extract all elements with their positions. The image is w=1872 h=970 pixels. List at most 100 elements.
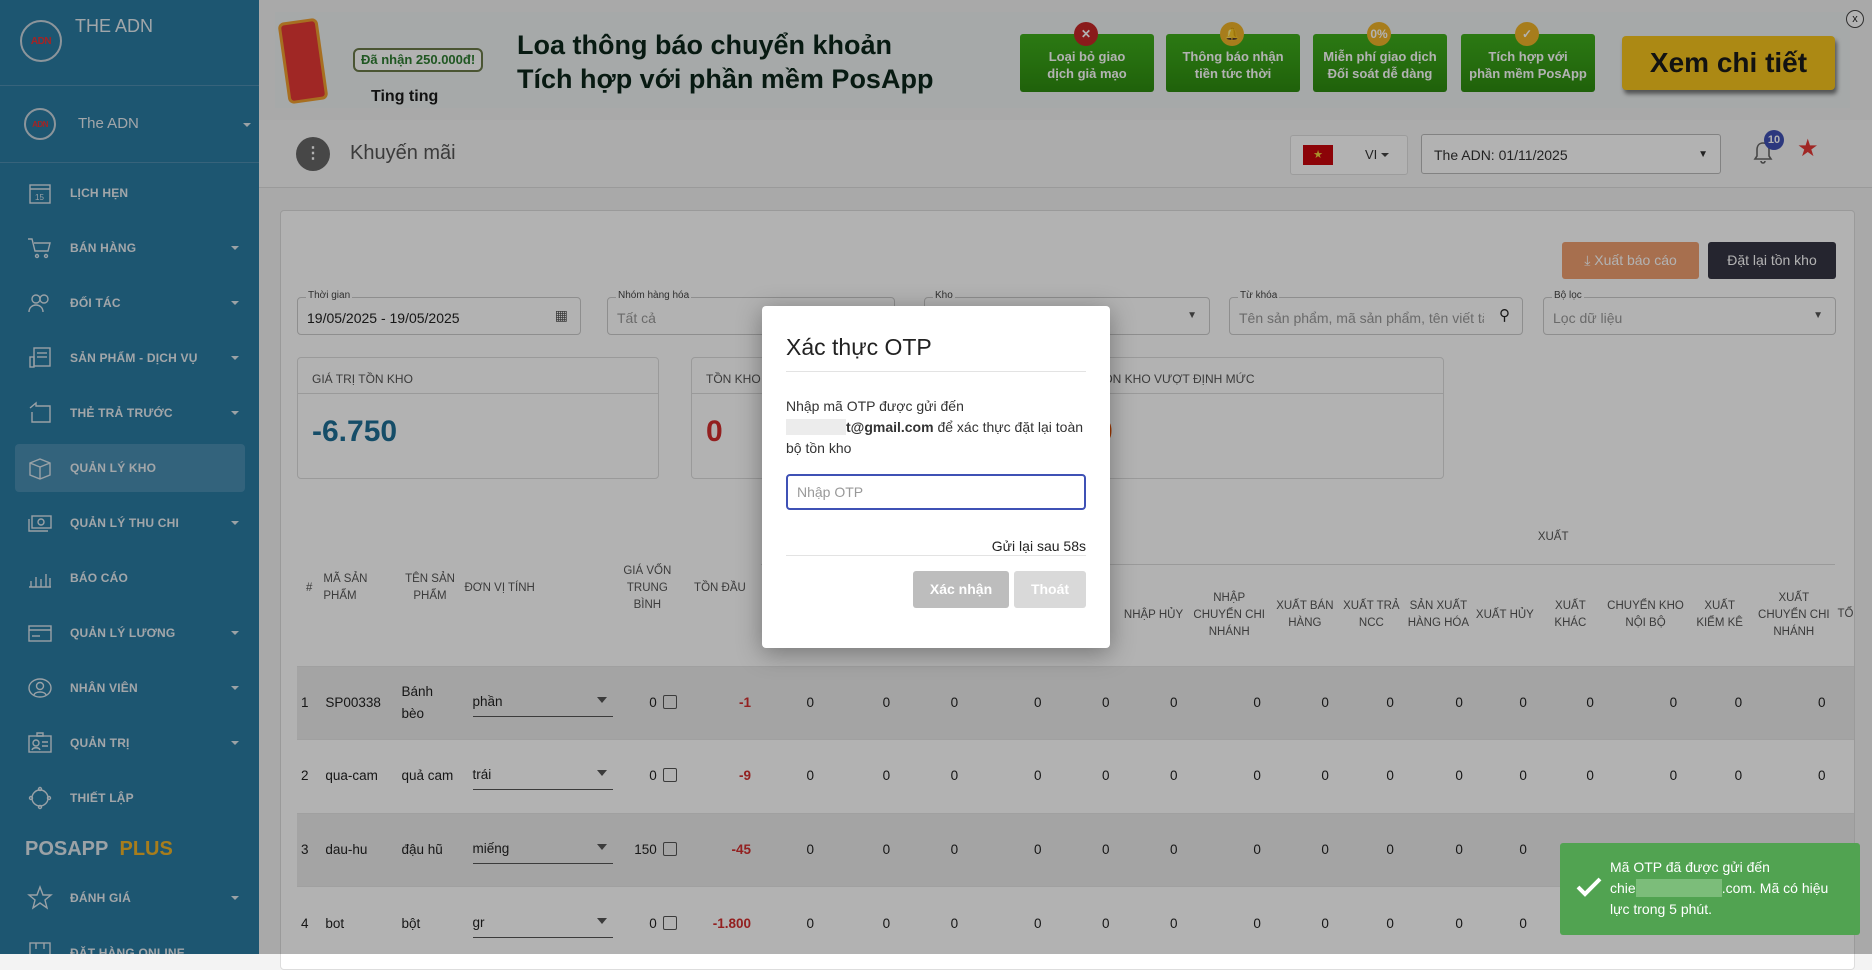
sidebar-item-id-card[interactable]: QUẢN TRỊ xyxy=(15,719,245,767)
search-icon[interactable]: ⚲ xyxy=(1499,307,1510,324)
banner-headline-1: Loa thông báo chuyển khoản xyxy=(517,30,893,60)
banner-feature: 🔔 Thông báo nhận tiền tức thời xyxy=(1166,22,1300,92)
edit-icon[interactable] xyxy=(662,841,677,856)
bar-chart-icon xyxy=(29,574,51,588)
edit-icon[interactable] xyxy=(662,768,677,783)
sidebar-item-money[interactable]: QUẢN LÝ THU CHI xyxy=(15,499,245,547)
stock-value: 0 xyxy=(1472,886,1537,960)
table-row[interactable]: 1 SP00338 Bánh bèo phần 0 -1 0 0 0 0 0 0 0 0 0 0 0 0 0 0 0 xyxy=(297,665,1854,740)
page-title: Khuyến mãi xyxy=(350,142,456,164)
check-icon xyxy=(1576,877,1602,897)
otp-dialog: Xác thực OTP Nhập mã OTP được gửi đến t@… xyxy=(762,306,1110,648)
sidebar-item-box[interactable]: QUẢN LÝ KHO xyxy=(15,444,245,492)
stock-value: 0 xyxy=(1119,739,1188,813)
unit-select[interactable]: trái xyxy=(472,762,613,791)
stock-value: 0 xyxy=(1472,665,1537,740)
toast-email-prefix: chie xyxy=(1610,880,1636,896)
keyword-field[interactable]: Từ khóa Tên sản phẩm, mã sản phẩm, tên v… xyxy=(1229,290,1523,335)
banner-close-button[interactable]: x xyxy=(1846,10,1864,28)
stock-value: 0 xyxy=(761,812,824,887)
sidebar-item-label: LỊCH HẸN xyxy=(70,186,129,200)
stock-value: 0 xyxy=(900,739,969,813)
stock-value: 0 xyxy=(1119,812,1188,887)
sidebar-item-product[interactable]: SẢN PHẨM - DỊCH VỤ xyxy=(15,334,245,382)
sidebar-item-prepaid-card[interactable]: THẺ TRẢ TRƯỚC xyxy=(15,389,245,437)
column-header: TÊN SẢN PHẨM xyxy=(405,573,455,603)
feature-line: Thông báo nhận xyxy=(1182,49,1284,64)
promo-banner[interactable]: Đã nhận 250.000đ! Ting ting Loa thông bá… xyxy=(275,12,1850,108)
unit-value: gr xyxy=(472,914,485,930)
avg-cost: 0 xyxy=(649,768,657,784)
edit-icon[interactable] xyxy=(662,694,677,709)
chevron-down-icon xyxy=(596,696,607,703)
avg-cost: 150 xyxy=(634,841,657,857)
confirm-button[interactable]: Xác nhận xyxy=(913,571,1009,608)
language-select[interactable]: ★ VI xyxy=(1290,135,1408,175)
row-number: 1 xyxy=(297,665,322,740)
row-number: 2 xyxy=(297,739,322,813)
stock-value: 0 xyxy=(1752,739,1836,813)
sidebar-item-label: THẺ TRẢ TRƯỚC xyxy=(70,406,173,420)
plus-label-a: POSAPP xyxy=(25,838,109,860)
stock-value: 0 xyxy=(1270,886,1339,960)
data-filter-field[interactable]: Bộ lọc Lọc dữ liệu ▼ xyxy=(1543,290,1836,335)
success-toast[interactable]: Mã OTP đã được gửi đến chie .com. Mã có h… xyxy=(1560,843,1860,935)
sidebar-item-salary-card[interactable]: QUẢN LÝ LƯƠNG xyxy=(15,609,245,657)
unit-select[interactable]: phần xyxy=(472,689,613,717)
product-code: dau-hu xyxy=(321,812,398,887)
logo-text: ADN xyxy=(30,35,52,47)
stock-value: 0 xyxy=(900,812,969,887)
menu-dots-icon[interactable]: ⋮ xyxy=(296,137,330,171)
banner-cta-button[interactable]: Xem chi tiết xyxy=(1622,36,1835,90)
stock-value: 0 xyxy=(1187,739,1271,813)
sidebar-item-bar-chart[interactable]: BÁO CÁO xyxy=(15,554,245,602)
partners-icon xyxy=(28,294,49,313)
branch-value: The ADN: 01/11/2025 xyxy=(1434,147,1568,163)
svg-text:15: 15 xyxy=(35,193,44,202)
row-number: 3 xyxy=(297,812,322,887)
otp-input[interactable] xyxy=(786,474,1086,510)
user-switcher[interactable]: ADN The ADN xyxy=(0,86,259,163)
avg-cost-cell: 0 xyxy=(615,665,679,740)
stock-value: 0 xyxy=(900,886,969,960)
sidebar-item-partners[interactable]: ĐỐI TÁC xyxy=(15,279,245,327)
export-report-button[interactable]: ⤓ Xuất báo cáo xyxy=(1562,242,1699,279)
feature-line: phần mềm PosApp xyxy=(1469,66,1587,81)
chevron-down-icon xyxy=(231,741,239,745)
sidebar-item-gear[interactable]: THIẾT LẬP xyxy=(15,774,245,822)
reset-inventory-button[interactable]: Đặt lại tồn kho xyxy=(1708,242,1836,279)
unit-select[interactable]: gr xyxy=(472,910,613,938)
id-card-icon xyxy=(28,732,52,753)
field-label: Bộ lọc xyxy=(1552,290,1584,301)
product-group-field[interactable]: Nhóm hàng hóa Tất cả xyxy=(607,290,895,335)
column-header: TỔ CU xyxy=(1837,608,1854,621)
sidebar-item-calendar[interactable]: 15 LỊCH HẸN xyxy=(15,169,245,217)
sidebar-item-star[interactable]: ĐÁNH GIÁ xyxy=(15,874,245,922)
stat-inventory-value: GIÁ TRỊ TỒN KHO -6.750 xyxy=(297,357,659,479)
sidebar-brand: ADN THE ADN xyxy=(0,0,259,86)
column-header: ĐƠN VỊ TÍNH xyxy=(464,581,535,594)
time-range-field[interactable]: Thời gian 19/05/2025 - 19/05/2025 ▦ xyxy=(297,290,581,335)
sidebar-item-cart[interactable]: BÁN HÀNG xyxy=(15,224,245,272)
message-text: Nhập mã OTP được gửi đến xyxy=(786,398,964,414)
sidebar-item-online-order[interactable]: ĐẶT HÀNG ONLINE xyxy=(15,929,245,954)
feature-line: Tích hợp với xyxy=(1488,49,1568,64)
stock-value: 0 xyxy=(1603,665,1688,740)
exit-button[interactable]: Thoát xyxy=(1014,571,1086,608)
field-label: Từ khóa xyxy=(1238,290,1280,301)
sidebar-item-label: BÁO CÁO xyxy=(70,571,129,585)
table-row[interactable]: 2 qua-cam quả cam trái 0 -9 0 0 0 0 0 0 0 0 0 0 0 0 0 0 0 xyxy=(297,739,1854,813)
sidebar-item-user[interactable]: NHÂN VIÊN xyxy=(15,664,245,712)
favorite-star-icon[interactable]: ★ xyxy=(1797,135,1819,162)
field-label: Nhóm hàng hóa xyxy=(616,290,692,301)
export-group-header: XUẤT xyxy=(1270,511,1836,565)
branch-select[interactable]: The ADN: 01/11/2025 ▼ xyxy=(1421,134,1721,174)
divider xyxy=(786,555,1086,556)
plus-label-b: PLUS xyxy=(119,838,173,860)
edit-icon[interactable] xyxy=(662,915,677,930)
received-pill: Đã nhận 250.000đ! xyxy=(353,48,484,72)
calendar-icon[interactable]: ▦ xyxy=(554,307,568,323)
unit-select[interactable]: miếng xyxy=(472,836,613,864)
